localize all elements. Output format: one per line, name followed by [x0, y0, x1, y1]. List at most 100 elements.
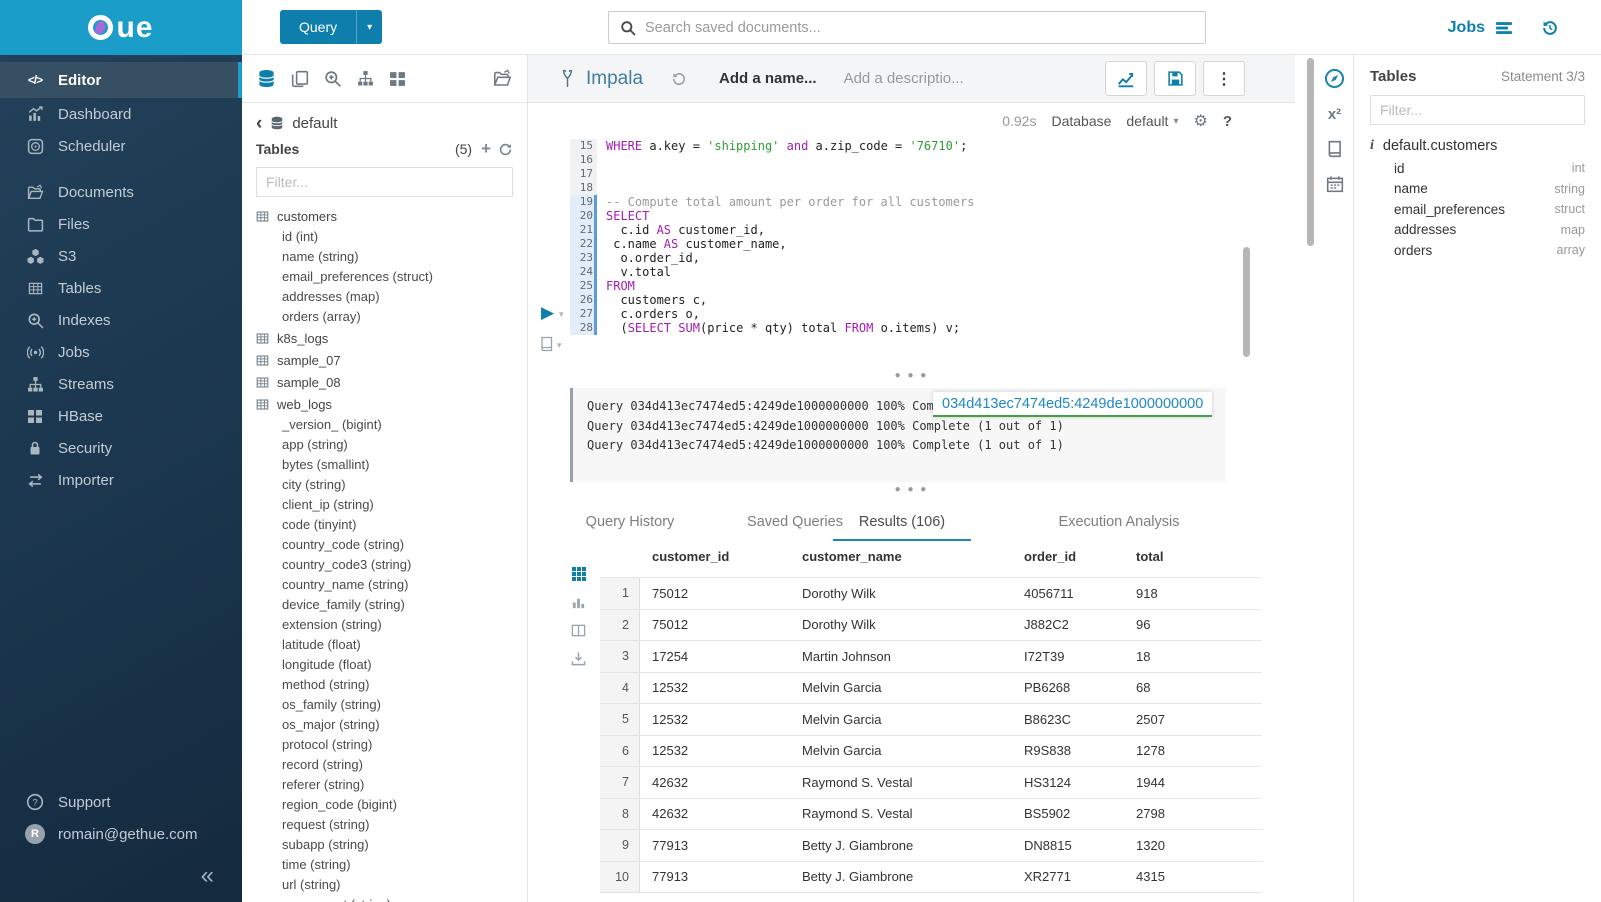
sidebar-item-scheduler[interactable]: Scheduler: [0, 130, 242, 162]
sidebar-item-dashboard[interactable]: Dashboard: [0, 98, 242, 130]
column-item[interactable]: email_preferencesstruct: [1370, 199, 1585, 220]
column-item[interactable]: email_preferences (struct): [256, 267, 513, 287]
grid-view-icon[interactable]: [571, 566, 587, 582]
query-history-icon[interactable]: [671, 71, 687, 87]
table-item[interactable]: customers: [256, 205, 513, 227]
language-reference-icon[interactable]: [1326, 140, 1344, 158]
query-dropdown-caret[interactable]: ▾: [356, 10, 382, 44]
history-icon[interactable]: [1541, 19, 1559, 37]
sidebar-item-tables[interactable]: Tables: [0, 272, 242, 304]
back-chevron-icon[interactable]: ‹: [256, 114, 262, 133]
refresh-icon[interactable]: [498, 142, 513, 157]
column-item[interactable]: orders (array): [256, 307, 513, 327]
column-item[interactable]: extension (string): [256, 615, 513, 635]
table-item[interactable]: k8s_logs: [256, 327, 513, 349]
table-row[interactable]: 275012Dorothy WilkJ882C296: [600, 609, 1262, 641]
table-row[interactable]: 412532Melvin GarciaPB626868: [600, 672, 1262, 704]
database-select[interactable]: default ▾: [1126, 113, 1178, 129]
column-item[interactable]: latitude (float): [256, 635, 513, 655]
save-button[interactable]: [1154, 61, 1196, 96]
table-row[interactable]: 1077913Betty J. GiambroneXR27714315: [600, 861, 1262, 893]
more-actions-button[interactable]: ⋮: [1203, 61, 1245, 96]
column-item[interactable]: addresses (map): [256, 287, 513, 307]
column-item[interactable]: country_name (string): [256, 575, 513, 595]
jobs-link[interactable]: Jobs: [1448, 19, 1485, 37]
column-item[interactable]: referer (string): [256, 775, 513, 795]
table-row[interactable]: 512532Melvin GarciaB8623C2507: [600, 703, 1262, 735]
column-item[interactable]: namestring: [1370, 179, 1585, 200]
column-item[interactable]: region_code (bigint): [256, 795, 513, 815]
tasks-icon[interactable]: [1495, 19, 1513, 37]
help-icon[interactable]: ?: [1223, 113, 1232, 130]
active-table-row[interactable]: i default.customers: [1370, 138, 1585, 154]
columns-view-icon[interactable]: [571, 623, 587, 638]
column-item[interactable]: method (string): [256, 675, 513, 695]
column-item[interactable]: protocol (string): [256, 735, 513, 755]
table-row[interactable]: 612532Melvin GarciaR9S8381278: [600, 735, 1262, 767]
page-scrollbar[interactable]: [1307, 58, 1314, 246]
execute-options-caret[interactable]: ▾: [559, 309, 564, 320]
download-icon[interactable]: [571, 651, 587, 666]
folder-documents-icon[interactable]: [493, 69, 512, 88]
table-item[interactable]: sample_08: [256, 371, 513, 393]
column-item[interactable]: os_major (string): [256, 715, 513, 735]
column-item[interactable]: subapp (string): [256, 835, 513, 855]
column-item[interactable]: city (string): [256, 475, 513, 495]
syntax-book-icon[interactable]: [539, 336, 555, 352]
column-item[interactable]: time (string): [256, 855, 513, 875]
column-item[interactable]: url (string): [256, 875, 513, 895]
column-item[interactable]: idint: [1370, 158, 1585, 179]
column-item[interactable]: user_agent (string): [256, 895, 513, 902]
table-row[interactable]: 842632Raymond S. VestalBS59022798: [600, 798, 1262, 830]
right-filter-input[interactable]: [1370, 95, 1585, 125]
hue-logo[interactable]: ue: [0, 0, 242, 55]
table-row[interactable]: 977913Betty J. GiambroneDN88151320: [600, 829, 1262, 861]
query-id-tooltip[interactable]: 034d413ec7474ed5:4249de1000000000: [933, 392, 1212, 417]
sidebar-item-user[interactable]: R romain@gethue.com: [0, 818, 242, 850]
schedule-calendar-icon[interactable]: [1326, 175, 1344, 193]
zoom-in-icon[interactable]: [324, 70, 342, 88]
results-column-header[interactable]: customer_name: [790, 549, 1012, 564]
sidebar-item-support[interactable]: ? Support: [0, 786, 242, 818]
column-item[interactable]: name (string): [256, 247, 513, 267]
column-item[interactable]: request (string): [256, 815, 513, 835]
query-name-field[interactable]: Add a name...: [719, 70, 817, 87]
chart-button[interactable]: [1105, 61, 1147, 96]
sidebar-item-hbase[interactable]: HBase: [0, 400, 242, 432]
settings-gear-icon[interactable]: ⚙: [1193, 111, 1207, 131]
table-item[interactable]: web_logs: [256, 393, 513, 415]
engine-title[interactable]: Impala: [586, 68, 643, 90]
documents-copy-icon[interactable]: [291, 70, 309, 88]
add-table-icon[interactable]: +: [481, 139, 491, 159]
column-item[interactable]: bytes (smallint): [256, 455, 513, 475]
editor-scrollbar[interactable]: [1243, 247, 1250, 357]
chart-view-icon[interactable]: [571, 595, 587, 610]
results-column-header[interactable]: total: [1124, 549, 1262, 564]
query-button-label[interactable]: Query: [280, 10, 356, 44]
database-name[interactable]: default: [292, 115, 337, 132]
column-item[interactable]: country_code (string): [256, 535, 513, 555]
sitemap-icon[interactable]: [357, 70, 374, 87]
results-column-header[interactable]: order_id: [1012, 549, 1124, 564]
resize-handle-top[interactable]: ● ● ●: [895, 373, 929, 379]
sidebar-item-documents[interactable]: Documents: [0, 176, 242, 208]
resize-handle-bottom[interactable]: ● ● ●: [895, 487, 929, 493]
column-item[interactable]: code (tinyint): [256, 515, 513, 535]
search-input[interactable]: [645, 20, 1194, 36]
results-column-header[interactable]: customer_id: [640, 549, 790, 564]
column-item[interactable]: os_family (string): [256, 695, 513, 715]
new-query-button[interactable]: Query ▾: [280, 10, 382, 44]
sidebar-item-importer[interactable]: Importer: [0, 464, 242, 496]
sidebar-item-jobs[interactable]: Jobs: [0, 336, 242, 368]
column-item[interactable]: id (int): [256, 227, 513, 247]
column-item[interactable]: country_code3 (string): [256, 555, 513, 575]
functions-icon[interactable]: x²: [1328, 106, 1341, 123]
column-item[interactable]: app (string): [256, 435, 513, 455]
sidebar-item-streams[interactable]: Streams: [0, 368, 242, 400]
sql-editor[interactable]: 1516171819202122232425262728 WHERE a.key…: [528, 139, 1255, 339]
tab-results-106[interactable]: Results (106): [833, 505, 971, 541]
column-item[interactable]: longitude (float): [256, 655, 513, 675]
collapse-sidebar-icon[interactable]: «: [201, 864, 214, 888]
assist-compass-icon[interactable]: [1324, 68, 1345, 89]
query-description-field[interactable]: Add a descriptio...: [844, 70, 964, 87]
